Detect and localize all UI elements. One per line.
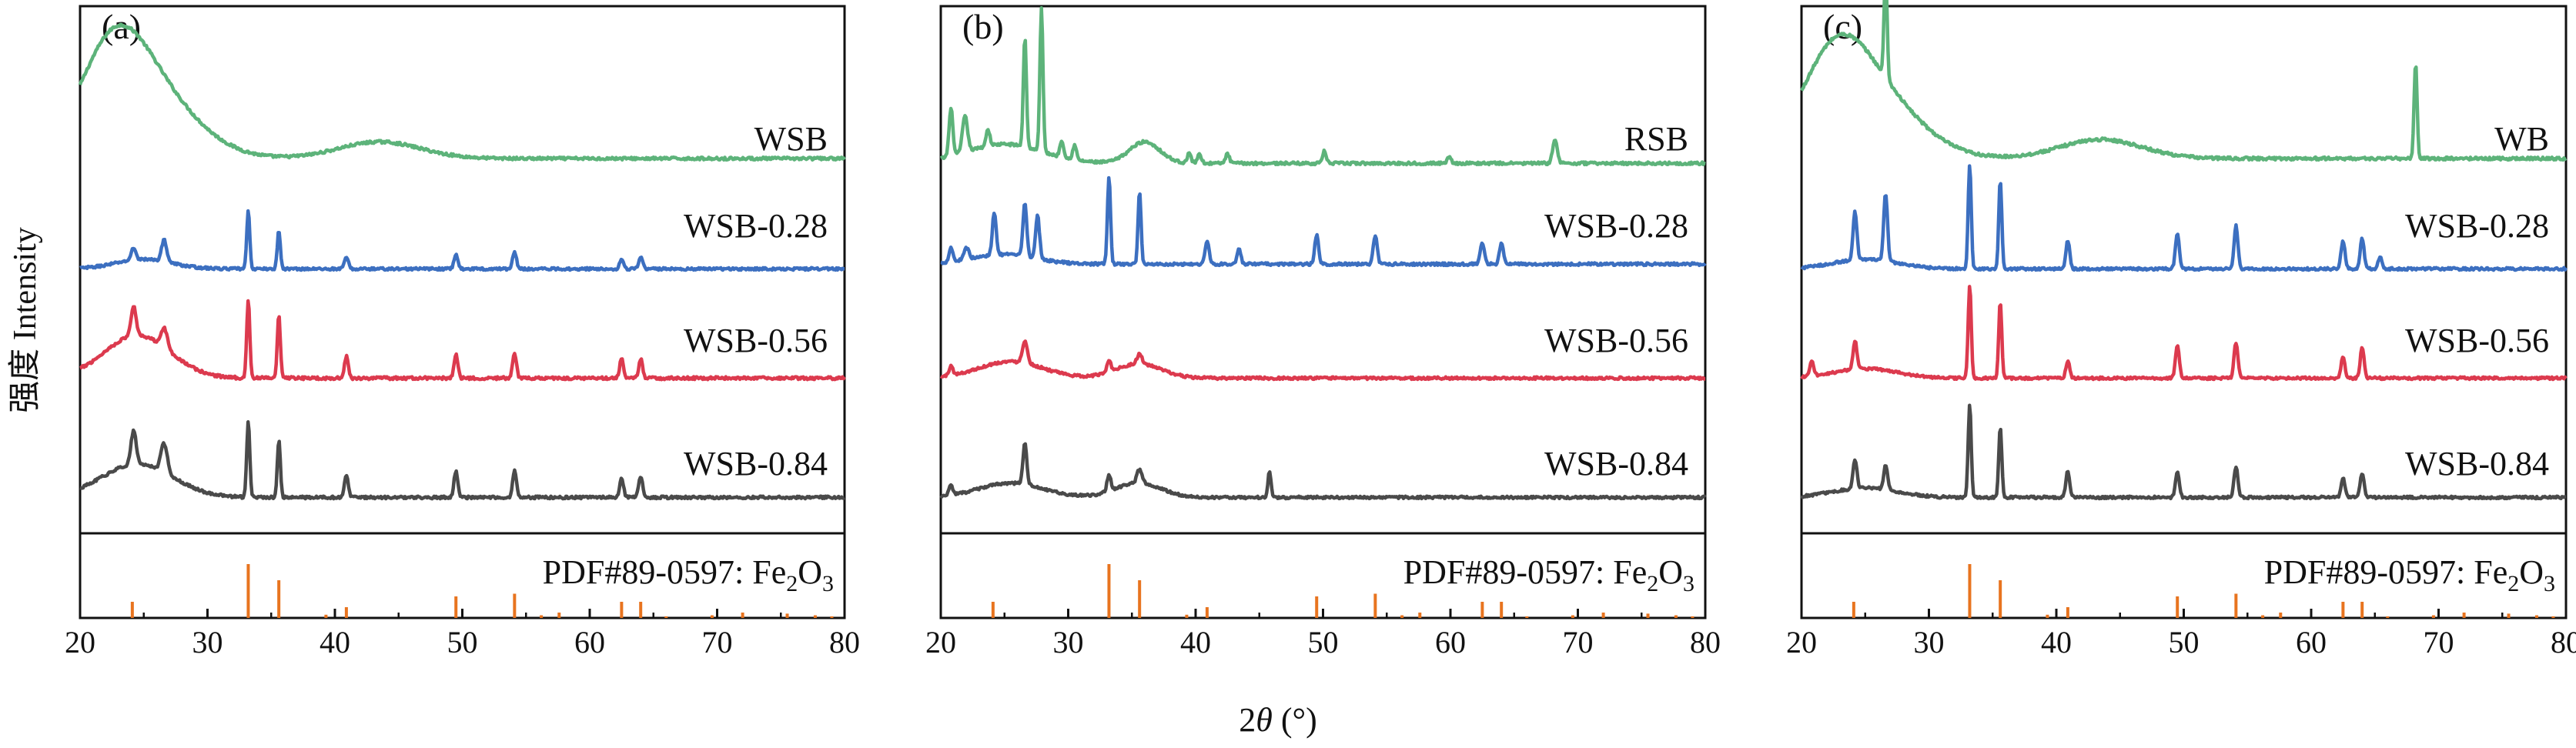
series-label: WSB-0.28 <box>1544 207 1688 245</box>
series-label: WSB-0.84 <box>2405 445 2549 483</box>
series-line <box>1800 285 2568 382</box>
panel-label: (b) <box>962 7 1004 46</box>
series-line <box>78 22 846 162</box>
xrd-panel: 20 30 40 50 60 70 80(a)WSBWSB-0.28WSB-0.56WSB-… <box>65 5 860 660</box>
x-axis-label: 2θ (°) <box>1239 701 1317 739</box>
x-tick-label: 70 <box>702 625 733 660</box>
reference-label: PDF#89-0597: Fe2O3 <box>543 553 834 596</box>
x-tick-label: 70 <box>1563 625 1594 660</box>
panels-group: 20 30 40 50 60 70 80(a)WSBWSB-0.28WSB-0.56WSB-… <box>65 0 2576 660</box>
plot-frame <box>79 5 846 619</box>
x-tick-label: 80 <box>2551 625 2576 660</box>
series-label: WSB-0.56 <box>1544 322 1688 359</box>
x-tick-label: 80 <box>829 625 860 660</box>
series-line <box>79 209 845 272</box>
series-label: WSB-0.28 <box>2405 207 2549 245</box>
x-tick-label: 50 <box>447 625 478 660</box>
x-tick-label: 30 <box>192 625 223 660</box>
x-tick-label: 30 <box>1053 625 1084 660</box>
x-tick-label: 20 <box>65 625 95 660</box>
series-label: WSB-0.28 <box>684 207 828 245</box>
xrd-panel: 20 30 40 50 60 70 80(c)WBWSB-0.28WSB-0.56WSB-0… <box>1786 0 2576 660</box>
series-line <box>1800 164 2568 272</box>
x-tick-label: 80 <box>1690 625 1721 660</box>
x-tick-label: 60 <box>574 625 605 660</box>
series-label: WSB <box>754 120 828 158</box>
series-line <box>79 420 845 501</box>
series-label: WSB-0.56 <box>2405 322 2549 359</box>
x-tick-label: 50 <box>2169 625 2200 660</box>
series-line <box>79 299 846 382</box>
x-tick-label: 40 <box>319 625 350 660</box>
series-line <box>939 6 1706 167</box>
series-line <box>1800 0 2568 162</box>
x-tick-label: 40 <box>1180 625 1211 660</box>
series-label: WB <box>2494 120 2549 158</box>
series-line <box>939 442 1707 501</box>
x-tick-label: 20 <box>925 625 956 660</box>
x-tick-label: 40 <box>2041 625 2072 660</box>
reference-label: PDF#89-0597: Fe2O3 <box>1403 553 1694 596</box>
series-label: WSB-0.56 <box>684 322 828 359</box>
x-tick-label: 30 <box>1914 625 1945 660</box>
x-tick-label: 50 <box>1308 625 1339 660</box>
series-line <box>939 339 1706 382</box>
x-tick-label: 60 <box>1435 625 1466 660</box>
series-line <box>1800 403 2567 501</box>
x-tick-label: 60 <box>2296 625 2327 660</box>
plot-frame <box>1800 5 2568 619</box>
series-label: WSB-0.84 <box>1544 445 1688 483</box>
xrd-panel: 20 30 40 50 60 70 80 (b) RSB WSB-0.28 WSB-0.56 WSB-… <box>925 5 1721 660</box>
series-label: WSB-0.84 <box>684 445 828 483</box>
series-label: RSB <box>1624 120 1688 158</box>
x-tick-label: 70 <box>2424 625 2454 660</box>
y-axis-label: 强度 Intensity <box>8 227 43 412</box>
reference-label: PDF#89-0597: Fe2O3 <box>2264 553 2555 596</box>
series-line <box>940 175 1707 268</box>
x-tick-label: 20 <box>1786 625 1817 660</box>
plot-frame <box>939 5 1707 619</box>
